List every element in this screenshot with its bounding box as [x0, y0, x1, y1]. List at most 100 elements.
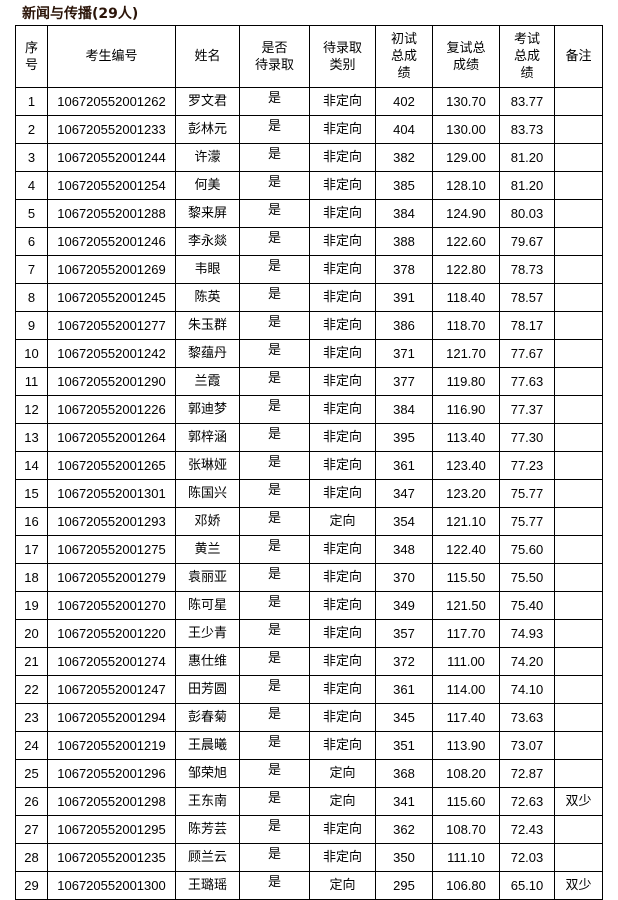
- cell-index: 23: [15, 703, 48, 732]
- cell-admission-type: 非定向: [309, 451, 376, 480]
- cell-name: 惠仕维: [175, 647, 240, 676]
- cell-preliminary-score: 354: [375, 507, 433, 536]
- cell-admission-type: 非定向: [309, 535, 376, 564]
- cell-total-score: 77.63: [499, 367, 555, 396]
- cell-name: 朱玉群: [175, 311, 240, 340]
- table-row: 15 106720552001301 陈国兴是非定向 347 123.20 75.77: [15, 479, 603, 508]
- cell-admission-type: 非定向: [309, 423, 376, 452]
- cell-name: 黄兰: [175, 535, 240, 564]
- cell-index: 3: [15, 143, 48, 172]
- cell-name: 李永燚: [175, 227, 240, 256]
- cell-name: 郭迪梦: [175, 395, 240, 424]
- cell-preliminary-score: 404: [375, 115, 433, 144]
- cell-total-score: 79.67: [499, 227, 555, 256]
- cell-preliminary-score: 384: [375, 395, 433, 424]
- cell-candidate-id: 106720552001219: [47, 731, 176, 760]
- cell-candidate-id: 106720552001220: [47, 619, 176, 648]
- cell-preliminary-score: 395: [375, 423, 433, 452]
- table-row: 27 106720552001295 陈芳芸是非定向 362 108.70 72.43: [15, 815, 603, 844]
- cell-preliminary-score: 347: [375, 479, 433, 508]
- cell-admission-type: 非定向: [309, 479, 376, 508]
- cell-total-score: 73.07: [499, 731, 555, 760]
- cell-pending-admission: 是: [239, 843, 310, 872]
- cell-name: 王晨曦: [175, 731, 240, 760]
- cell-index: 4: [15, 171, 48, 200]
- cell-preliminary-score: 382: [375, 143, 433, 172]
- cell-admission-type: 非定向: [309, 87, 376, 116]
- cell-index: 22: [15, 675, 48, 704]
- cell-retest-score: 118.70: [432, 311, 500, 340]
- cell-remarks: [554, 451, 603, 480]
- cell-admission-type: 非定向: [309, 283, 376, 312]
- cell-name: 罗文君: [175, 87, 240, 116]
- cell-admission-type: 非定向: [309, 731, 376, 760]
- cell-index: 25: [15, 759, 48, 788]
- cell-name: 王东南: [175, 787, 240, 816]
- cell-candidate-id: 106720552001290: [47, 367, 176, 396]
- cell-pending-admission: 是: [239, 479, 310, 508]
- cell-preliminary-score: 362: [375, 815, 433, 844]
- cell-retest-score: 108.20: [432, 759, 500, 788]
- cell-admission-type: 非定向: [309, 815, 376, 844]
- table-row: 4 106720552001254 何美是非定向 385 128.10 81.20: [15, 171, 603, 200]
- cell-index: 17: [15, 535, 48, 564]
- table-title: 新闻与传播(29人): [22, 6, 139, 22]
- cell-pending-admission: 是: [239, 675, 310, 704]
- cell-name: 彭春菊: [175, 703, 240, 732]
- cell-candidate-id: 106720552001247: [47, 675, 176, 704]
- cell-index: 21: [15, 647, 48, 676]
- cell-retest-score: 111.10: [432, 843, 500, 872]
- cell-retest-score: 124.90: [432, 199, 500, 228]
- cell-admission-type: 非定向: [309, 591, 376, 620]
- cell-retest-score: 122.40: [432, 535, 500, 564]
- cell-name: 彭林元: [175, 115, 240, 144]
- cell-preliminary-score: 341: [375, 787, 433, 816]
- cell-name: 顾兰云: [175, 843, 240, 872]
- cell-index: 7: [15, 255, 48, 284]
- cell-preliminary-score: 348: [375, 535, 433, 564]
- cell-name: 韦眼: [175, 255, 240, 284]
- cell-total-score: 73.63: [499, 703, 555, 732]
- cell-retest-score: 121.10: [432, 507, 500, 536]
- cell-admission-type: 非定向: [309, 143, 376, 172]
- table-row: 26 106720552001298 王东南是定向 341 115.60 72.63 双少: [15, 787, 603, 816]
- cell-remarks: 双少: [554, 871, 603, 900]
- cell-total-score: 83.77: [499, 87, 555, 116]
- cell-remarks: [554, 619, 603, 648]
- cell-admission-type: 非定向: [309, 367, 376, 396]
- cell-pending-admission: 是: [239, 703, 310, 732]
- cell-name: 黎蕴丹: [175, 339, 240, 368]
- cell-remarks: [554, 591, 603, 620]
- cell-preliminary-score: 377: [375, 367, 433, 396]
- cell-remarks: [554, 479, 603, 508]
- cell-remarks: [554, 283, 603, 312]
- cell-index: 6: [15, 227, 48, 256]
- cell-name: 陈国兴: [175, 479, 240, 508]
- cell-name: 黎来屏: [175, 199, 240, 228]
- cell-preliminary-score: 349: [375, 591, 433, 620]
- cell-index: 11: [15, 367, 48, 396]
- cell-candidate-id: 106720552001226: [47, 395, 176, 424]
- cell-remarks: [554, 339, 603, 368]
- cell-admission-type: 定向: [309, 507, 376, 536]
- cell-retest-score: 123.40: [432, 451, 500, 480]
- cell-total-score: 80.03: [499, 199, 555, 228]
- cell-remarks: [554, 171, 603, 200]
- cell-index: 14: [15, 451, 48, 480]
- cell-remarks: 双少: [554, 787, 603, 816]
- cell-pending-admission: 是: [239, 759, 310, 788]
- table-row: 14 106720552001265 张琳娅是非定向 361 123.40 77.23: [15, 451, 603, 480]
- cell-retest-score: 117.70: [432, 619, 500, 648]
- cell-name: 许濛: [175, 143, 240, 172]
- cell-candidate-id: 106720552001275: [47, 535, 176, 564]
- table-row: 7 106720552001269 韦眼是非定向 378 122.80 78.73: [15, 255, 603, 284]
- cell-index: 29: [15, 871, 48, 900]
- cell-candidate-id: 106720552001274: [47, 647, 176, 676]
- cell-total-score: 72.63: [499, 787, 555, 816]
- cell-pending-admission: 是: [239, 451, 310, 480]
- cell-retest-score: 108.70: [432, 815, 500, 844]
- cell-name: 邹荣旭: [175, 759, 240, 788]
- cell-pending-admission: 是: [239, 535, 310, 564]
- cell-index: 15: [15, 479, 48, 508]
- cell-admission-type: 非定向: [309, 115, 376, 144]
